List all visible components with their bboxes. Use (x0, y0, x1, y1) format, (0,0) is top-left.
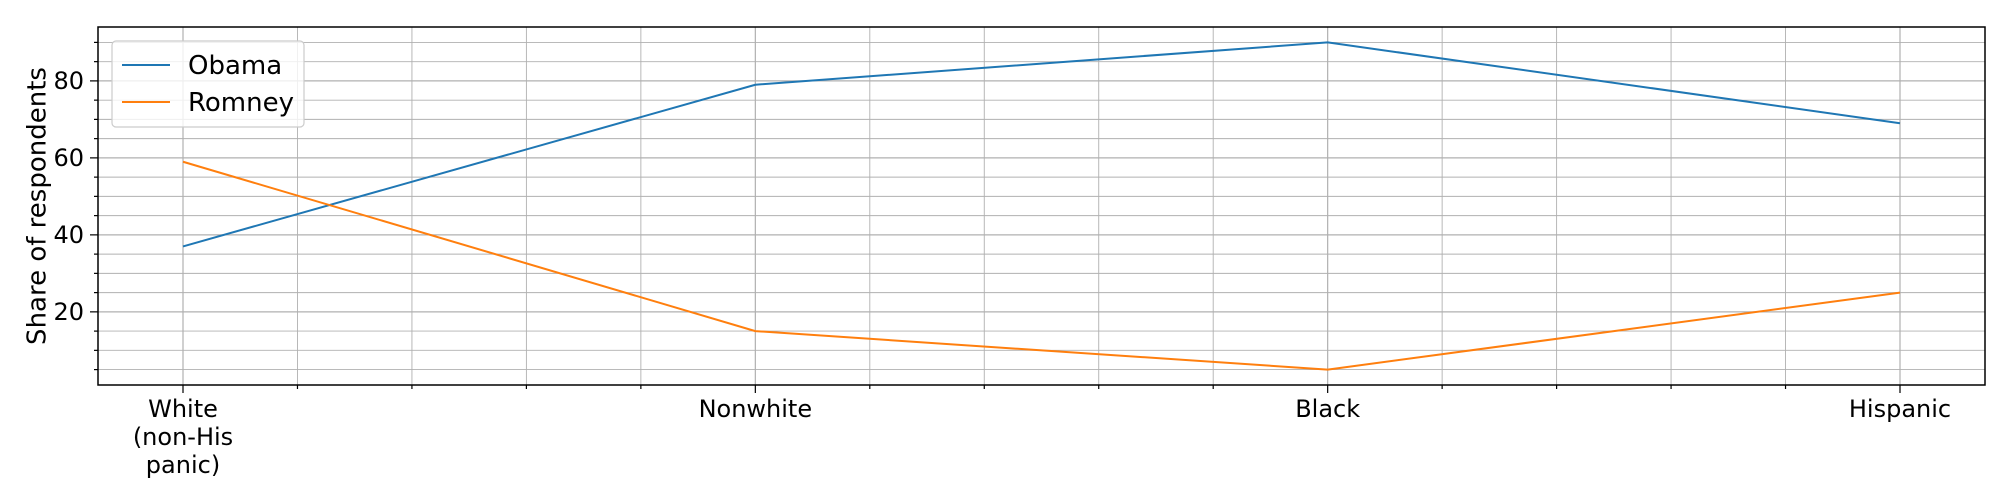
y-axis-label: Share of respondents (23, 67, 53, 345)
data-series (182, 41, 1901, 371)
x-axis-tick-labels: White (non-His panic) Nonwhite Black Hispanic (133, 395, 1951, 479)
legend-box (111, 40, 305, 128)
x-tick-label: White (non-His panic) (133, 395, 233, 479)
x-tick-label-line: Nonwhite (699, 395, 813, 423)
x-tick-label: Hispanic (1849, 395, 1951, 423)
y-tick-label: 80 (53, 67, 84, 95)
x-tick-label-line: panic) (146, 451, 220, 479)
x-tick-label-line: White (148, 395, 218, 423)
legend-label-romney: Romney (188, 88, 294, 118)
x-tick-label-line: Black (1295, 395, 1360, 423)
plot-frame (97, 26, 1986, 386)
legend[interactable]: Obama Romney (111, 40, 305, 128)
series-line-obama (182, 41, 1901, 248)
legend-label-obama: Obama (188, 51, 282, 81)
x-tick-label-line: (non-His (133, 423, 233, 451)
series-line-romney (182, 160, 1901, 371)
x-tick-label: Nonwhite (699, 395, 813, 423)
y-tick-label: 60 (53, 144, 84, 172)
y-axis-tick-labels: 20 40 60 80 (53, 67, 84, 326)
y-tick-label: 20 (53, 298, 84, 326)
x-tick-label: Black (1295, 395, 1360, 423)
x-tick-label-line: Hispanic (1849, 395, 1951, 423)
axis-ticks (90, 41, 1901, 393)
y-tick-label: 40 (53, 221, 84, 249)
grid-lines (98, 27, 1985, 385)
